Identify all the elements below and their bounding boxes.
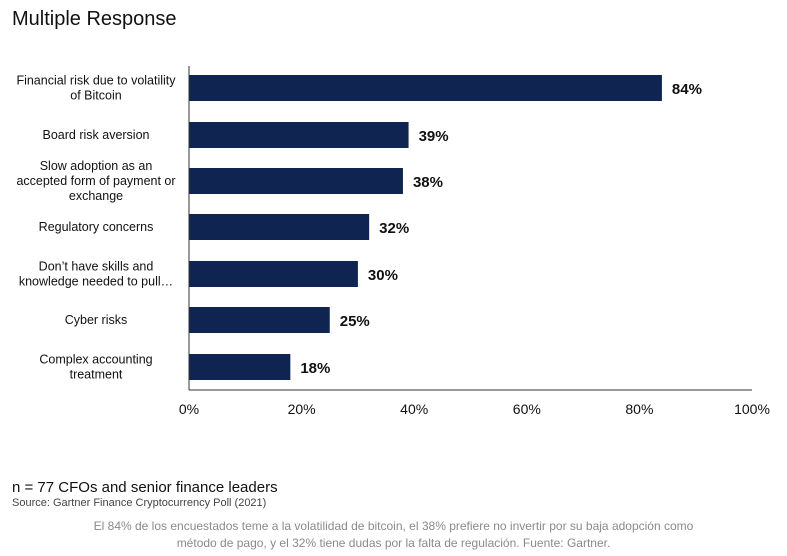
category-label: exchange: [69, 189, 123, 203]
bar-value-label: 25%: [340, 313, 370, 330]
x-tick-label: 100%: [734, 401, 770, 417]
image-caption: El 84% de los encuestados teme a la vola…: [40, 518, 747, 552]
category-label: Financial risk due to volatility: [16, 74, 176, 88]
bar: [189, 168, 403, 194]
x-tick-label: 20%: [288, 401, 316, 417]
bar: [189, 261, 358, 287]
category-label: Regulatory concerns: [39, 220, 154, 234]
category-label: treatment: [70, 368, 123, 382]
category-label: Don’t have skills and: [39, 260, 154, 274]
bar: [189, 354, 291, 380]
x-tick-label: 40%: [400, 401, 428, 417]
bar-value-label: 39%: [419, 128, 449, 145]
bar-value-label: 18%: [300, 360, 330, 377]
x-tick-label: 80%: [625, 401, 653, 417]
source-note: Source: Gartner Finance Cryptocurrency P…: [12, 497, 267, 509]
x-tick-label: 60%: [513, 401, 541, 417]
category-label: Slow adoption as an: [40, 159, 153, 173]
bar-value-label: 30%: [368, 267, 398, 284]
bar-value-label: 84%: [672, 81, 702, 98]
category-label: Complex accounting: [39, 353, 152, 367]
category-label: knowledge needed to pull…: [19, 275, 173, 289]
category-label: Cyber risks: [65, 313, 128, 327]
bar-value-label: 38%: [413, 174, 443, 191]
x-tick-label: 0%: [179, 401, 199, 417]
category-label: accepted form of payment or: [16, 174, 175, 188]
sample-size-note: n = 77 CFOs and senior finance leaders: [12, 479, 278, 496]
bar: [189, 307, 330, 333]
category-label: Board risk aversion: [43, 128, 150, 142]
caption-line: método de pago, y el 32% tiene dudas por…: [176, 536, 611, 550]
bar: [189, 122, 409, 148]
bar: [189, 214, 370, 240]
chart-title: Multiple Response: [12, 8, 177, 30]
category-label: of Bitcoin: [70, 89, 121, 103]
bar-value-label: 32%: [379, 220, 409, 237]
bar: [189, 75, 662, 101]
caption-line: El 84% de los encuestados teme a la vola…: [93, 519, 694, 533]
